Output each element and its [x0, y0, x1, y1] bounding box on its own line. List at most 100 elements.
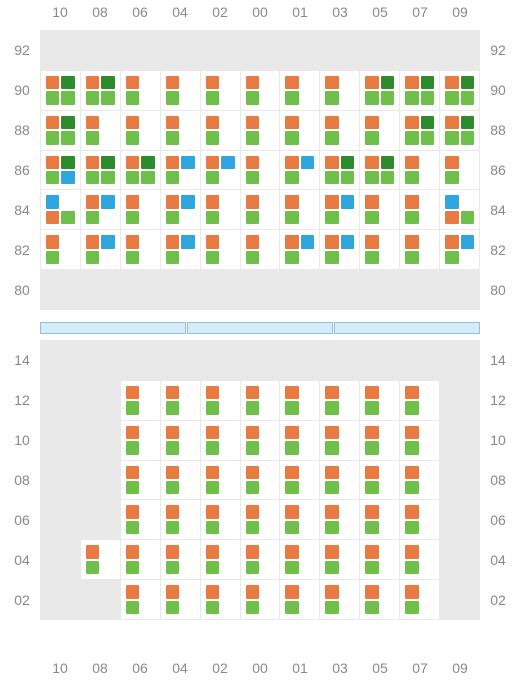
marker	[461, 211, 474, 224]
marker	[126, 116, 139, 129]
marker	[325, 585, 338, 598]
marker	[166, 585, 179, 598]
marker	[285, 401, 298, 414]
marker	[421, 386, 434, 399]
grid-cell	[360, 421, 399, 460]
marker	[126, 91, 139, 104]
row-label: 92	[484, 43, 512, 57]
marker	[341, 545, 354, 558]
row-label: 82	[484, 243, 512, 257]
marker	[126, 426, 139, 439]
marker	[246, 585, 259, 598]
grid-cell	[161, 341, 200, 380]
marker	[301, 156, 314, 169]
marker	[126, 401, 139, 414]
grid-cell	[360, 151, 399, 190]
marker	[421, 171, 434, 184]
grid-cell	[121, 540, 160, 579]
marker	[341, 251, 354, 264]
marker	[301, 211, 314, 224]
marker	[301, 401, 314, 414]
marker	[365, 441, 378, 454]
marker	[221, 116, 234, 129]
marker	[126, 601, 139, 614]
marker	[126, 505, 139, 518]
grid-cell	[320, 111, 359, 150]
marker	[141, 156, 154, 169]
marker	[301, 585, 314, 598]
marker	[246, 601, 259, 614]
marker	[141, 521, 154, 534]
marker	[221, 211, 234, 224]
marker	[285, 131, 298, 144]
marker	[181, 401, 194, 414]
grid-cell	[161, 190, 200, 229]
col-label: 03	[320, 660, 360, 676]
marker	[101, 195, 114, 208]
marker	[166, 251, 179, 264]
marker	[445, 195, 458, 208]
marker	[126, 211, 139, 224]
marker	[285, 545, 298, 558]
marker	[101, 171, 114, 184]
grid-cell	[320, 381, 359, 420]
grid-cell	[320, 341, 359, 380]
marker	[285, 481, 298, 494]
marker	[365, 131, 378, 144]
marker	[46, 156, 59, 169]
marker	[61, 235, 74, 248]
marker	[181, 466, 194, 479]
marker	[221, 195, 234, 208]
marker	[141, 171, 154, 184]
marker	[166, 131, 179, 144]
grid-cell	[320, 151, 359, 190]
marker	[221, 561, 234, 574]
marker	[141, 211, 154, 224]
grid-cell	[400, 461, 439, 500]
marker	[61, 171, 74, 184]
marker	[421, 466, 434, 479]
marker	[301, 426, 314, 439]
row-label: 02	[484, 593, 512, 607]
marker	[86, 545, 99, 558]
marker	[206, 481, 219, 494]
row-label: 92	[8, 43, 36, 57]
marker	[341, 235, 354, 248]
grid-cell	[360, 381, 399, 420]
marker	[166, 171, 179, 184]
marker	[206, 171, 219, 184]
grid-cell	[241, 341, 280, 380]
marker	[101, 116, 114, 129]
marker	[206, 195, 219, 208]
marker	[61, 211, 74, 224]
grid-cell	[121, 461, 160, 500]
grid-cell	[121, 31, 160, 70]
marker	[221, 426, 234, 439]
grid-cell	[360, 500, 399, 539]
marker	[285, 211, 298, 224]
marker	[101, 211, 114, 224]
marker	[325, 521, 338, 534]
marker	[181, 386, 194, 399]
marker	[141, 116, 154, 129]
col-label: 09	[440, 660, 480, 676]
grid-cell	[360, 270, 399, 309]
marker	[166, 195, 179, 208]
marker	[285, 505, 298, 518]
row-label: 10	[8, 433, 36, 447]
row-label: 14	[484, 353, 512, 367]
marker	[141, 601, 154, 614]
marker	[126, 76, 139, 89]
grid-cell	[440, 71, 479, 110]
marker	[461, 251, 474, 264]
grid-cell	[161, 270, 200, 309]
marker	[61, 131, 74, 144]
marker	[221, 505, 234, 518]
col-labels-top: 1008060402000103050709	[40, 4, 480, 20]
col-label: 04	[160, 4, 200, 20]
marker	[246, 131, 259, 144]
marker	[206, 156, 219, 169]
marker	[365, 466, 378, 479]
col-label: 10	[40, 4, 80, 20]
grid-cell	[241, 190, 280, 229]
